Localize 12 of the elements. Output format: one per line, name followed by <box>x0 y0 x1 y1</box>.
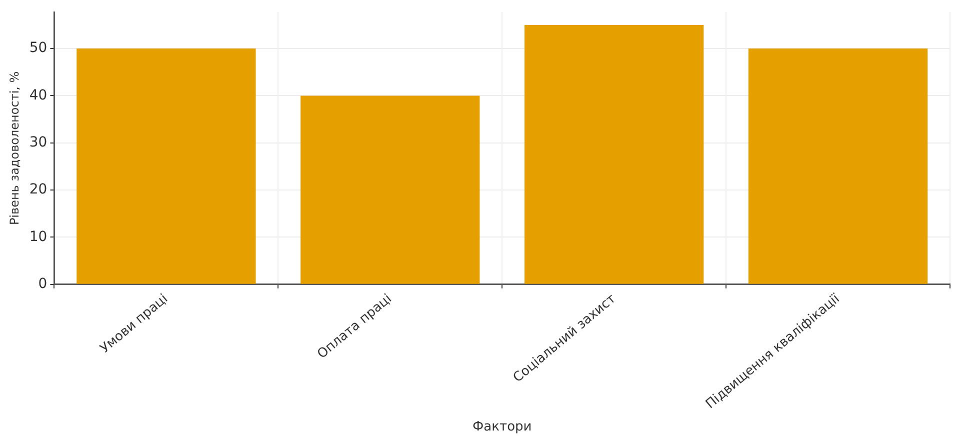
y-tick-label: 50 <box>29 40 48 56</box>
x-axis-title: Фактори <box>472 420 532 435</box>
y-tick-label: 10 <box>29 228 48 245</box>
y-tick-label: 20 <box>29 182 48 198</box>
y-tick-label: 40 <box>29 87 48 104</box>
bar <box>76 48 256 284</box>
bar <box>300 96 480 284</box>
bar <box>748 48 928 284</box>
bar <box>524 24 704 284</box>
y-tick-label: 0 <box>38 276 48 292</box>
y-tick-label: 30 <box>29 134 48 151</box>
y-axis-title: Рівень задоволеності, % <box>7 71 22 226</box>
